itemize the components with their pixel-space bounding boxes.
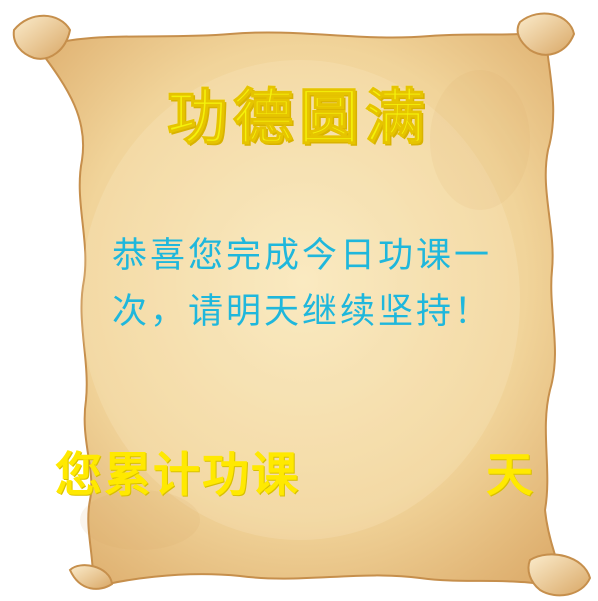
completion-message: 恭喜您完成今日功课一次，请明天继续坚持！	[112, 236, 493, 332]
total-days-unit: 天	[486, 448, 533, 503]
title-heading: 功德圆满	[167, 83, 431, 153]
total-days-label: 您累计功课	[55, 448, 300, 503]
